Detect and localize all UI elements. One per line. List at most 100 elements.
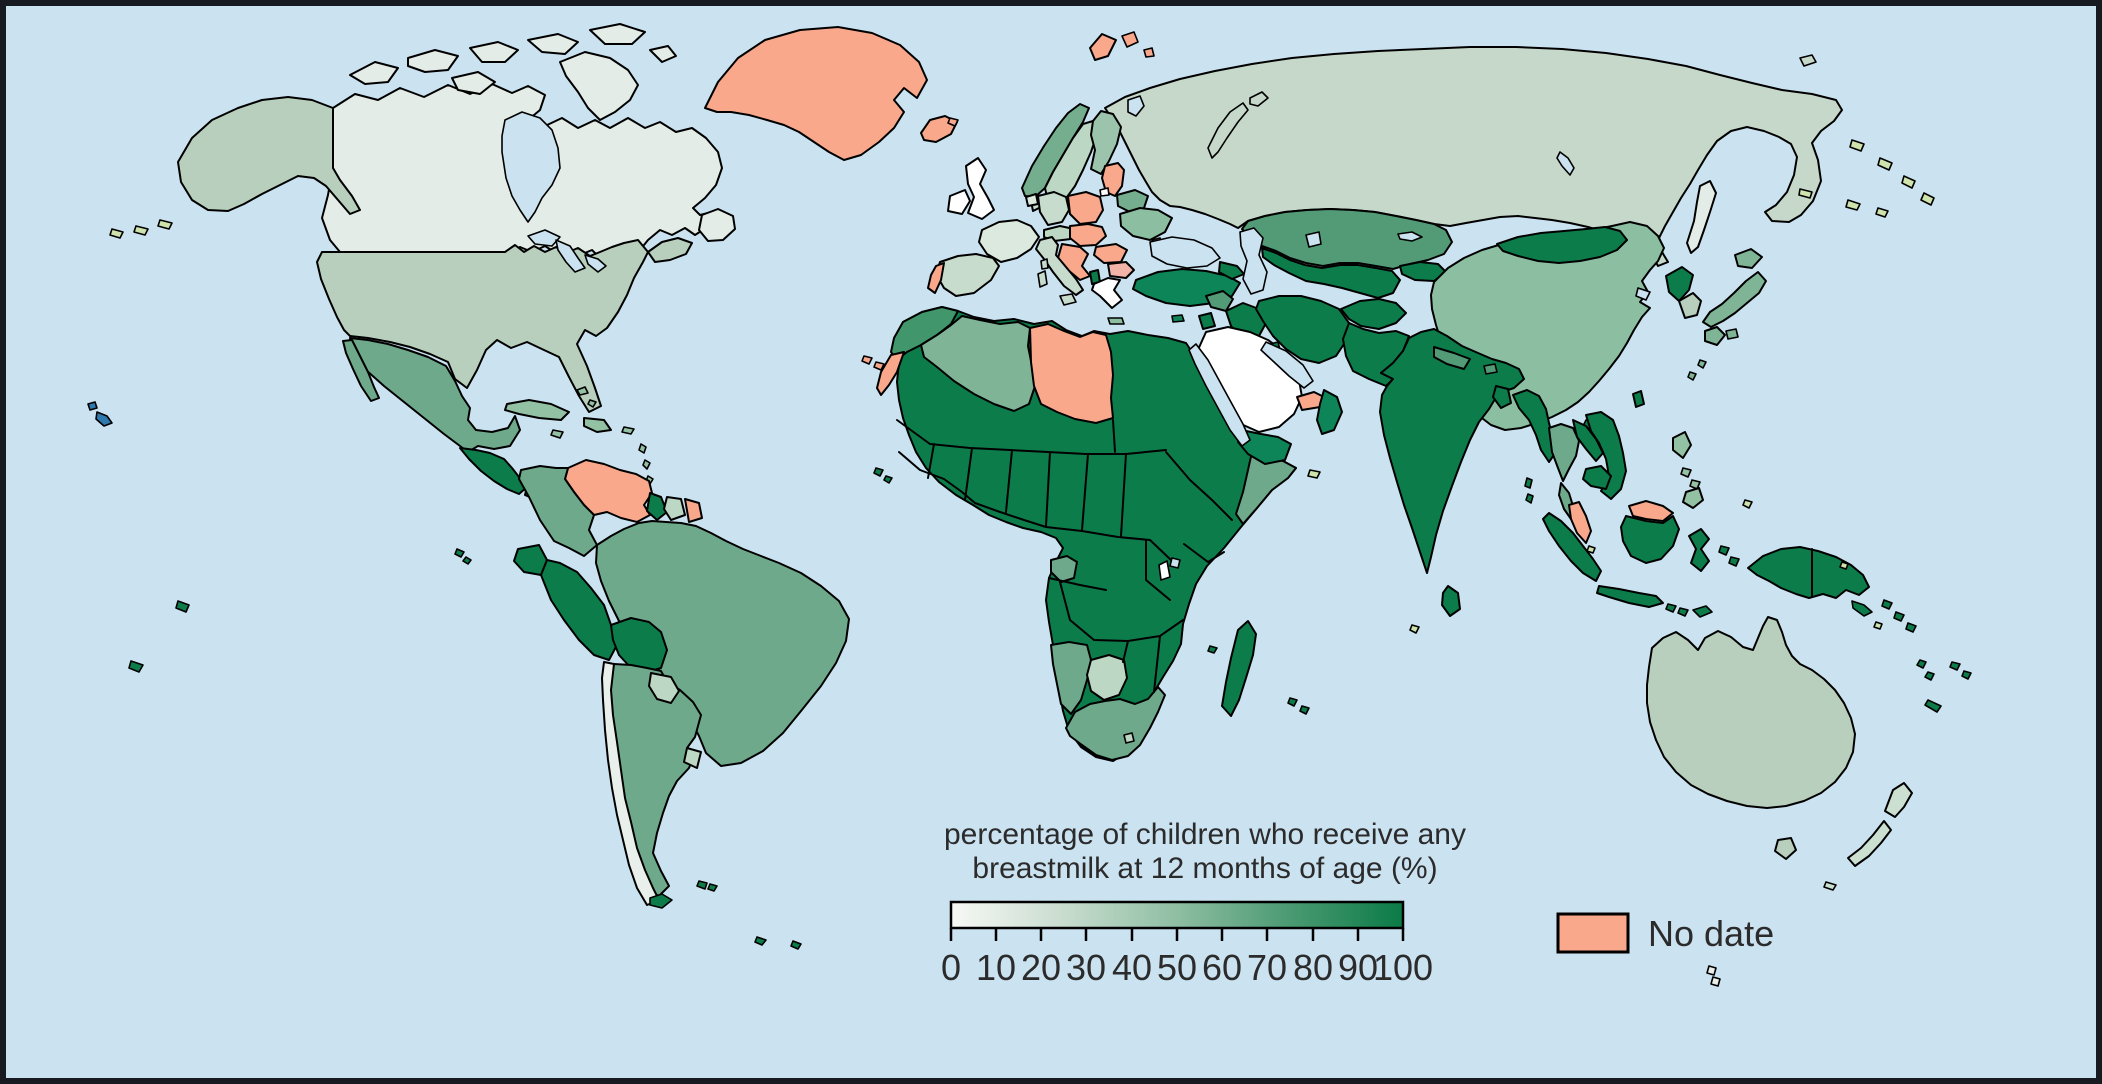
region-maritimes [647, 237, 693, 263]
bohai-gulf [1635, 287, 1651, 301]
region-benelux [1025, 193, 1039, 207]
country-japan [1687, 248, 1767, 381]
country-north-korea [1665, 266, 1694, 302]
region-levant [1198, 312, 1216, 330]
indonesia-borneo [1620, 515, 1680, 564]
country-ireland [947, 189, 971, 215]
country-oman [1316, 389, 1343, 435]
region-central-europe [1069, 223, 1107, 247]
country-india [1379, 328, 1525, 574]
malaysia-peninsula [1568, 501, 1592, 544]
country-libya [1029, 323, 1114, 424]
island-hispaniola [583, 417, 612, 433]
region-europe [927, 103, 1241, 325]
country-bangladesh [1492, 385, 1512, 409]
africa-internal-borders [896, 419, 1233, 693]
island-sakhalin [1686, 180, 1717, 254]
colorbar-tick-labels: 0 10 20 30 40 50 60 70 80 90 100 [941, 947, 1433, 988]
canary-islands [861, 355, 885, 371]
svg-text:100: 100 [1373, 947, 1433, 988]
south-atlantic-islands [128, 548, 802, 950]
country-paraguay [648, 672, 680, 704]
svg-text:90: 90 [1338, 947, 1378, 988]
persian-gulf [1260, 341, 1314, 389]
country-spain [935, 253, 1000, 297]
maldives [1409, 624, 1420, 634]
island-jan-mayen [947, 117, 959, 127]
country-south-korea [1678, 292, 1702, 319]
aleutian-islands-west [109, 219, 173, 239]
legend-title-line1: percentage of children who receive any [944, 818, 1466, 851]
svg-text:30: 30 [1066, 947, 1106, 988]
country-uruguay [683, 747, 702, 769]
island-palau [1742, 499, 1753, 509]
country-united-kingdom [965, 157, 995, 220]
country-vietnam [1585, 411, 1627, 500]
lake-victoria [1169, 557, 1181, 569]
indonesia-small-islands [1524, 477, 1740, 618]
country-cuba [504, 399, 570, 421]
country-namibia [1050, 641, 1092, 715]
country-suriname [663, 496, 686, 521]
country-sri-lanka [1441, 585, 1461, 617]
svg-text:0: 0 [941, 947, 961, 988]
region-asia [1340, 221, 1767, 634]
no-data-label: No date [1648, 913, 1774, 954]
region-central-asia [1261, 247, 1401, 299]
svg-text:60: 60 [1202, 947, 1242, 988]
lake-balkhash [1397, 231, 1423, 242]
country-alaska [177, 96, 361, 215]
great-lakes [527, 229, 607, 273]
island-sumatra [1542, 512, 1602, 582]
country-south-africa [1065, 686, 1166, 761]
country-madagascar [1221, 620, 1257, 717]
baja-california [342, 339, 380, 402]
country-new-zealand [1823, 782, 1913, 891]
country-portugal [927, 262, 945, 294]
country-philippines [1672, 431, 1704, 509]
country-botswana [1086, 654, 1128, 701]
island-sulawesi [1688, 528, 1710, 572]
kuril-aleutian-islands [1798, 139, 1935, 218]
country-greece [1091, 277, 1123, 309]
kaliningrad [1099, 187, 1110, 197]
country-finland [1090, 110, 1122, 175]
svalbard-islands [1089, 31, 1155, 61]
region-north-atlantic [704, 26, 1155, 161]
country-iran [1255, 295, 1350, 364]
region-middle-east [1188, 151, 1575, 479]
island-tasmania [1774, 837, 1797, 860]
colorbar-ticks [949, 928, 1405, 941]
country-mongolia [1496, 226, 1628, 264]
country-syria [1205, 290, 1234, 312]
hawaii-islands [87, 401, 113, 427]
white-sea [1127, 95, 1145, 117]
red-sea [1188, 343, 1251, 447]
region-north-america [87, 23, 736, 512]
french-guiana [684, 498, 703, 523]
country-mexico [349, 337, 521, 453]
country-lesotho [1123, 732, 1135, 744]
svg-text:40: 40 [1112, 947, 1152, 988]
african-islands [873, 467, 1310, 715]
country-australia [1646, 616, 1856, 809]
canada-arctic-islands [349, 23, 736, 242]
region-caucasus [1218, 261, 1245, 280]
island-cyprus [1171, 314, 1185, 323]
country-colombia [518, 465, 598, 557]
country-gabon [1050, 555, 1078, 583]
island-socotra [1307, 469, 1321, 479]
lake-baikal [1556, 151, 1575, 176]
country-germany [1037, 191, 1070, 226]
country-kazakhstan [1241, 208, 1453, 270]
country-romania [1093, 243, 1128, 264]
country-bhutan [1483, 363, 1498, 375]
legend-title-line2: breastmilk at 12 months of age (%) [972, 852, 1437, 885]
colorbar [949, 900, 1405, 930]
country-nepal [1433, 346, 1471, 370]
svg-text:80: 80 [1293, 947, 1333, 988]
svg-text:50: 50 [1157, 947, 1197, 988]
country-norway [1021, 103, 1090, 198]
